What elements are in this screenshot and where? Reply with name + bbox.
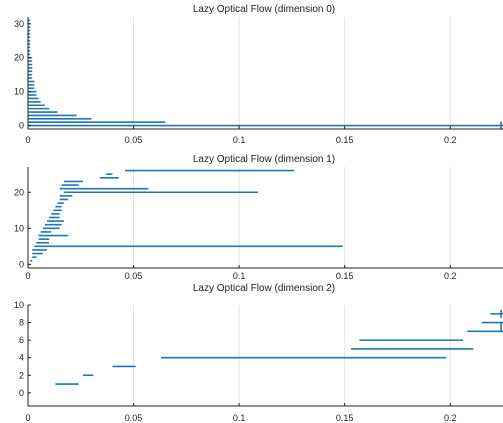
y-tick-label: 10: [14, 223, 24, 233]
y-tick-label: 0: [19, 259, 24, 269]
x-tick-label: 0.2: [444, 135, 457, 145]
x-tick-label: 0.2: [444, 271, 457, 281]
y-tick-label: 2: [19, 370, 24, 380]
x-tick-label: 0.05: [125, 135, 143, 145]
panel-dim2: Lazy Optical Flow (dimension 2) 0 2 4 6 8 10 0…: [14, 283, 503, 423]
y-tick-label: 10: [14, 300, 24, 310]
x-tick-label: 0.05: [125, 271, 143, 281]
y-tick-label: 20: [14, 187, 24, 197]
panel-title-dim2: Lazy Optical Flow (dimension 2): [193, 283, 335, 294]
x-tick-label: 0: [25, 135, 30, 145]
x-tick-label: 0.15: [336, 413, 354, 423]
y-tick-label: 20: [14, 53, 24, 63]
plot-area: [28, 17, 503, 129]
y-tick-label: 30: [14, 19, 24, 29]
plot-area: [28, 305, 503, 406]
x-tick-label: 0.05: [125, 413, 143, 423]
panel-dim1: Lazy Optical Flow (dimension 1) 0 10 20 0 0.…: [14, 154, 503, 281]
y-tick-label: 0: [19, 121, 24, 131]
panel-title-dim1: Lazy Optical Flow (dimension 1): [193, 154, 335, 165]
plot-area: [28, 167, 503, 268]
x-tick-label: 0.2: [444, 413, 457, 423]
x-tick-label: 0: [25, 413, 30, 423]
x-tick-label: 0: [25, 271, 30, 281]
x-tick-label: 0.1: [233, 413, 246, 423]
x-tick-label: 0.15: [336, 271, 354, 281]
y-tick-label: 8: [19, 318, 24, 328]
y-tick-label: 6: [19, 335, 24, 345]
y-tick-label: 0: [19, 388, 24, 398]
x-tick-label: 0.15: [336, 135, 354, 145]
y-tick-label: 10: [14, 87, 24, 97]
x-tick-label: 0.1: [233, 271, 246, 281]
y-tick-label: 4: [19, 353, 24, 363]
panel-title-dim0: Lazy Optical Flow (dimension 0): [193, 4, 335, 15]
panel-dim0: Lazy Optical Flow (dimension 0) 0 10 20 30 0…: [14, 4, 503, 145]
x-tick-label: 0.1: [233, 135, 246, 145]
